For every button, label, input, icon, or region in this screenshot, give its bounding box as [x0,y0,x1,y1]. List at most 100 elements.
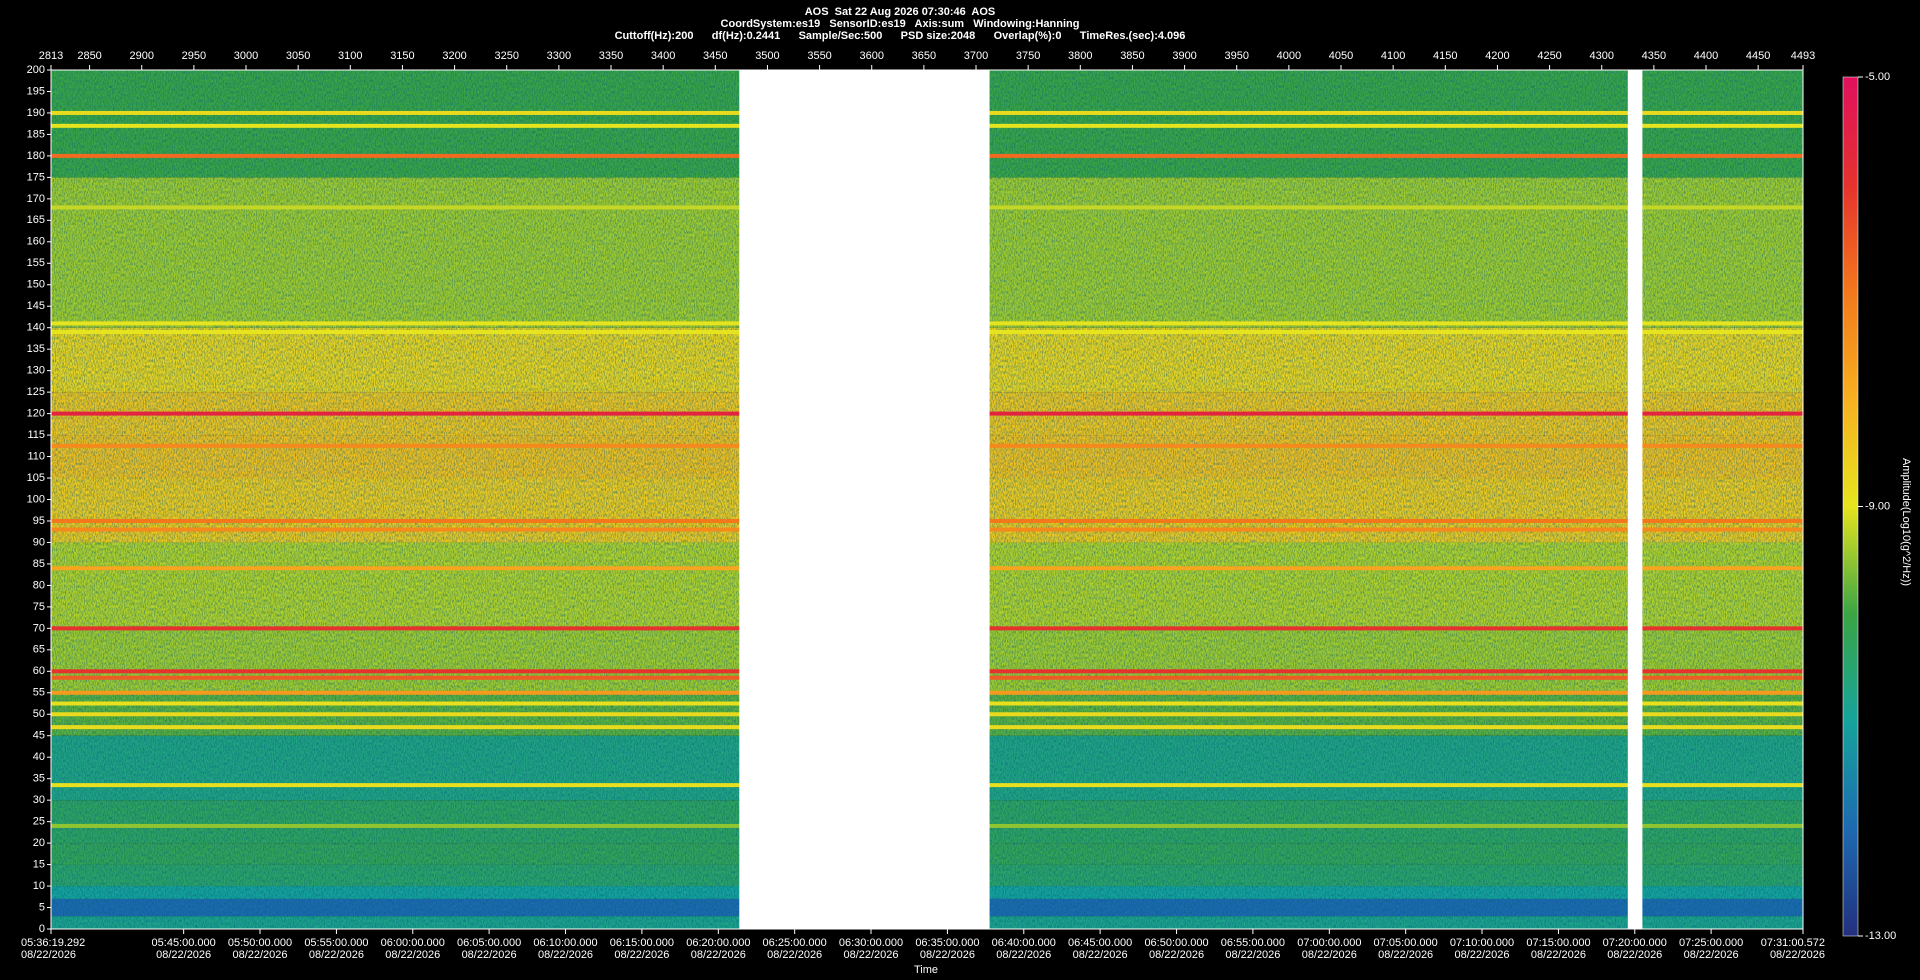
y-tick-label: 155 [27,257,45,269]
y-tick-label: 5 [39,901,45,913]
x-tick-label: 3650 [912,50,936,62]
date-label: 08/22/2026 [1607,949,1662,961]
x-tick-label: 3400 [651,50,675,62]
x-tick-label: 2950 [182,50,206,62]
y-tick-label: 90 [33,536,45,548]
x-tick-label: 4350 [1642,50,1666,62]
x-tick-label: 3700 [964,50,988,62]
x-tick-label: 4050 [1329,50,1353,62]
time-tick-label: 06:20:00.000 [686,937,750,949]
x-tick-label: 4400 [1694,50,1718,62]
time-tick-label: 07:25:00.000 [1679,937,1743,949]
y-tick-label: 50 [33,708,45,720]
y-tick-label: 40 [33,751,45,763]
time-tick-label: 06:30:00.000 [839,937,903,949]
y-tick-label: 45 [33,730,45,742]
chart-title: AOS Sat 22 Aug 2026 07:30:46 AOS [805,6,996,18]
y-tick-label: 55 [33,687,45,699]
date-label: 08/22/2026 [1531,949,1586,961]
x-tick-label: 3350 [599,50,623,62]
time-tick-label: 07:00:00.000 [1297,937,1361,949]
x-tick-label: 3300 [547,50,571,62]
x-tick-label: 4300 [1589,50,1613,62]
time-tick-label: 07:05:00.000 [1374,937,1438,949]
y-tick-label: 150 [27,279,45,291]
time-tick-label: 06:00:00.000 [381,937,445,949]
y-tick-label: 80 [33,579,45,591]
time-tick-label: 06:35:00.000 [915,937,979,949]
x-tick-label: 3900 [1172,50,1196,62]
y-tick-label: 145 [27,300,45,312]
x-tick-label: 4450 [1746,50,1770,62]
y-tick-label: 60 [33,665,45,677]
time-tick-label: 06:25:00.000 [763,937,827,949]
x-tick-label: 4250 [1537,50,1561,62]
y-tick-label: 165 [27,214,45,226]
date-label: 08/22/2026 [1684,949,1739,961]
y-tick-label: 100 [27,493,45,505]
colorbar-tick-label: -9.00 [1865,500,1890,512]
x-tick-label: 3750 [1016,50,1040,62]
y-tick-label: 175 [27,171,45,183]
date-label: 08/22/2026 [920,949,975,961]
y-tick-label: 170 [27,193,45,205]
date-label: 08/22/2026 [691,949,746,961]
data-gap [739,70,990,929]
x-tick-label: 3800 [1068,50,1092,62]
date-label: 08/22/2026 [538,949,593,961]
y-tick-label: 85 [33,558,45,570]
x-tick-label: 3200 [442,50,466,62]
y-tick-label: 160 [27,236,45,248]
x-tick-label: 3600 [859,50,883,62]
x-tick-label: 3500 [755,50,779,62]
x-tick-label: 3050 [286,50,310,62]
y-tick-label: 70 [33,622,45,634]
colorbar-tick-label: -5.00 [1865,71,1890,83]
y-tick-label: 120 [27,408,45,420]
y-tick-label: 195 [27,85,45,97]
y-tick-label: 180 [27,150,45,162]
date-label: 08/22/2026 [1378,949,1433,961]
y-tick-label: 140 [27,322,45,334]
x-tick-label: 4000 [1277,50,1301,62]
date-label: 08/22/2026 [1073,949,1128,961]
time-tick-label: 06:50:00.000 [1144,937,1208,949]
x-tick-label: 2813 [39,50,63,62]
time-tick-label: 06:40:00.000 [992,937,1056,949]
y-tick-label: 125 [27,386,45,398]
time-tick-label: 05:50:00.000 [228,937,292,949]
x-tick-label: 3150 [390,50,414,62]
date-label: 08/22/2026 [232,949,287,961]
y-tick-label: 190 [27,107,45,119]
x-tick-label: 3100 [338,50,362,62]
y-tick-label: 0 [39,923,45,935]
time-tick-label: 05:55:00.000 [304,937,368,949]
time-tick-label: 05:45:00.000 [152,937,216,949]
date-label: 08/22/2026 [1149,949,1204,961]
chart-subtitle: CoordSystem:es19 SensorID:es19 Axis:sum … [721,18,1080,30]
y-tick-label: 75 [33,601,45,613]
date-label: 08/22/2026 [1770,949,1825,961]
y-tick-label: 95 [33,515,45,527]
time-tick-label: 05:36:19.292 [21,937,85,949]
date-label: 08/22/2026 [767,949,822,961]
date-label: 08/22/2026 [614,949,669,961]
date-label: 08/22/2026 [156,949,211,961]
colorbar-tick-label: -13.00 [1865,930,1896,942]
y-tick-label: 25 [33,816,45,828]
x-tick-label: 2850 [77,50,101,62]
y-tick-label: 110 [27,450,45,462]
y-tick-label: 65 [33,644,45,656]
date-label: 08/22/2026 [1454,949,1509,961]
x-tick-label: 3550 [807,50,831,62]
date-label: 08/22/2026 [462,949,517,961]
time-tick-label: 06:45:00.000 [1068,937,1132,949]
y-tick-label: 185 [27,128,45,140]
date-label: 08/22/2026 [843,949,898,961]
y-tick-label: 35 [33,773,45,785]
y-tick-label: 105 [27,472,45,484]
x-axis-label: Time [914,964,938,976]
date-label: 08/22/2026 [1225,949,1280,961]
